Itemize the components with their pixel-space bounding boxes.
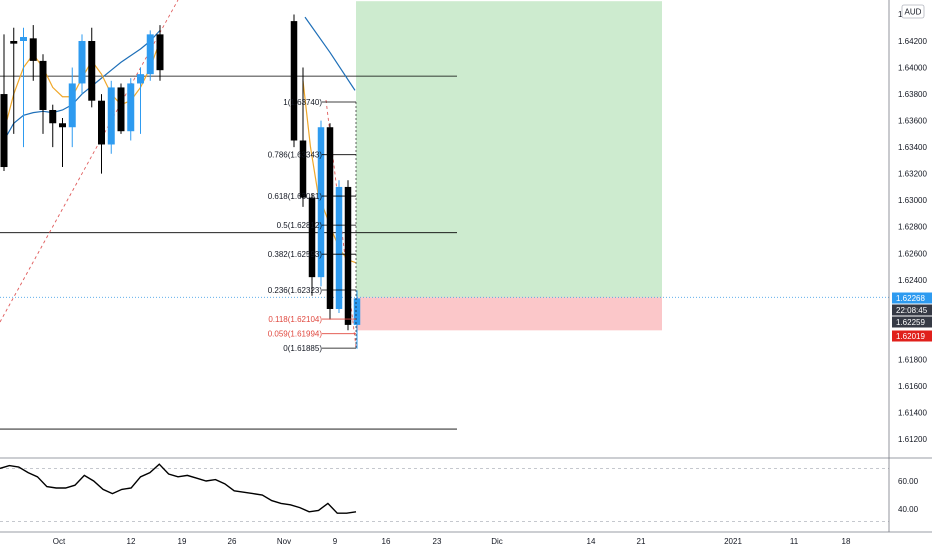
fib-level-label: 0.786(1.63343) bbox=[268, 151, 323, 160]
fib-level-label: 0.059(1.61994) bbox=[268, 330, 323, 339]
candle-down bbox=[117, 87, 125, 132]
candle-up bbox=[317, 127, 325, 278]
fibonacci-tool[interactable]: 1(1.63740) 0.786(1.63343) 0.618(1.63031) 0.… bbox=[268, 98, 357, 353]
fib-level-label: 1(1.63740) bbox=[283, 98, 322, 107]
price-tick-label: 1.61800 bbox=[898, 355, 927, 364]
candle-down bbox=[156, 34, 164, 71]
time-tick-label: 19 bbox=[178, 537, 187, 546]
price-tag-stop-label: 1.62019 bbox=[896, 332, 925, 341]
time-tick-label: 23 bbox=[433, 537, 442, 546]
candle-down bbox=[0, 94, 8, 168]
price-tag-last: 1.62268 bbox=[892, 292, 932, 304]
price-tick-label: 1.62400 bbox=[898, 276, 927, 285]
price-tick-label: 1.61200 bbox=[898, 435, 927, 444]
band-line-right bbox=[304, 16, 356, 91]
profit-zone[interactable] bbox=[356, 1, 662, 298]
price-tick-label: 1.63400 bbox=[898, 143, 927, 152]
price-tick-label: 1.61600 bbox=[898, 382, 927, 391]
time-tick-label: 2021 bbox=[724, 537, 742, 546]
price-tick-label: 1.63800 bbox=[898, 90, 927, 99]
price-tick-label: 1.63600 bbox=[898, 117, 927, 126]
candles bbox=[0, 14, 361, 349]
time-tick-label: 12 bbox=[127, 537, 136, 546]
currency-badge-label: AUD bbox=[905, 8, 922, 17]
fib-level-label: 0.618(1.63031) bbox=[268, 192, 323, 201]
price-tick-label: 1.63200 bbox=[898, 170, 927, 179]
candle-down bbox=[59, 123, 66, 128]
candle-up bbox=[68, 83, 76, 128]
candle-down bbox=[49, 109, 57, 124]
price-tick-label: 1.61400 bbox=[898, 408, 927, 417]
candle-up bbox=[335, 186, 343, 309]
fib-level-label: 0.5(1.62812) bbox=[277, 221, 323, 230]
price-tag-close: 1.62259 bbox=[892, 316, 932, 328]
candle-up bbox=[146, 34, 154, 75]
candle-down bbox=[88, 41, 96, 101]
currency-badge[interactable]: AUD bbox=[901, 4, 925, 19]
candle-up bbox=[20, 37, 27, 41]
oscillator-pane: 60.00 40.00 bbox=[0, 463, 919, 522]
time-tick-label: 11 bbox=[790, 537, 799, 546]
candle-up bbox=[137, 74, 144, 84]
fib-level-label: 0.236(1.62323) bbox=[268, 286, 323, 295]
price-tag-countdown-label: 22:08:45 bbox=[896, 306, 928, 315]
price-tick-label: 1.62600 bbox=[898, 249, 927, 258]
time-tick-label: Oct bbox=[53, 537, 66, 546]
candle-down bbox=[344, 186, 352, 325]
time-tick-label: Nov bbox=[277, 537, 291, 546]
price-tick-label: 1.63000 bbox=[898, 196, 927, 205]
time-tick-label: Dic bbox=[491, 537, 503, 546]
time-tick-label: 14 bbox=[587, 537, 596, 546]
candle-up bbox=[127, 83, 135, 132]
candle-up bbox=[353, 298, 361, 325]
time-tick-label: 21 bbox=[637, 537, 646, 546]
osc-tick-label: 60.00 bbox=[898, 477, 919, 486]
fib-level-label: 0.382(1.62593) bbox=[268, 250, 323, 259]
candle-down bbox=[308, 197, 316, 278]
candle-down bbox=[290, 21, 298, 141]
time-tick-label: 26 bbox=[228, 537, 237, 546]
price-tag-last-label: 1.62268 bbox=[896, 294, 925, 303]
candle-down bbox=[98, 100, 105, 145]
osc-tick-label: 40.00 bbox=[898, 505, 919, 514]
candle-down bbox=[326, 127, 334, 309]
time-tick-label: 18 bbox=[842, 537, 851, 546]
price-tag-last-box bbox=[892, 292, 932, 304]
time-tick-label: 16 bbox=[382, 537, 391, 546]
fib-level-label: 0(1.61885) bbox=[283, 344, 322, 353]
candle-down bbox=[299, 140, 307, 198]
candle-up bbox=[78, 41, 86, 84]
horizontal-levels[interactable] bbox=[0, 75, 889, 430]
fib-level-label: 0.118(1.62104) bbox=[268, 315, 322, 324]
candle-down bbox=[10, 41, 18, 44]
price-tag-stop: 1.62019 bbox=[892, 330, 932, 342]
price-tag-close-box bbox=[892, 316, 932, 328]
price-tick-label: 1.62800 bbox=[898, 223, 927, 232]
oscillator-line bbox=[0, 463, 357, 514]
price-tag-close-label: 1.62259 bbox=[896, 318, 925, 327]
currency-badge-box[interactable] bbox=[901, 4, 925, 19]
price-tick-label: 1.64000 bbox=[898, 64, 927, 73]
loss-zone[interactable] bbox=[356, 297, 662, 331]
candle-down bbox=[29, 38, 37, 61]
candle-up bbox=[107, 87, 115, 145]
price-tag-stop-box bbox=[892, 330, 932, 342]
time-tick-label: 9 bbox=[333, 537, 338, 546]
price-tag-countdown-box bbox=[892, 304, 932, 316]
position-tool[interactable] bbox=[356, 1, 662, 331]
candle-down bbox=[39, 60, 47, 110]
price-tag-countdown: 22:08:45 bbox=[892, 304, 932, 316]
price-tick-label: 1.64200 bbox=[898, 37, 927, 46]
